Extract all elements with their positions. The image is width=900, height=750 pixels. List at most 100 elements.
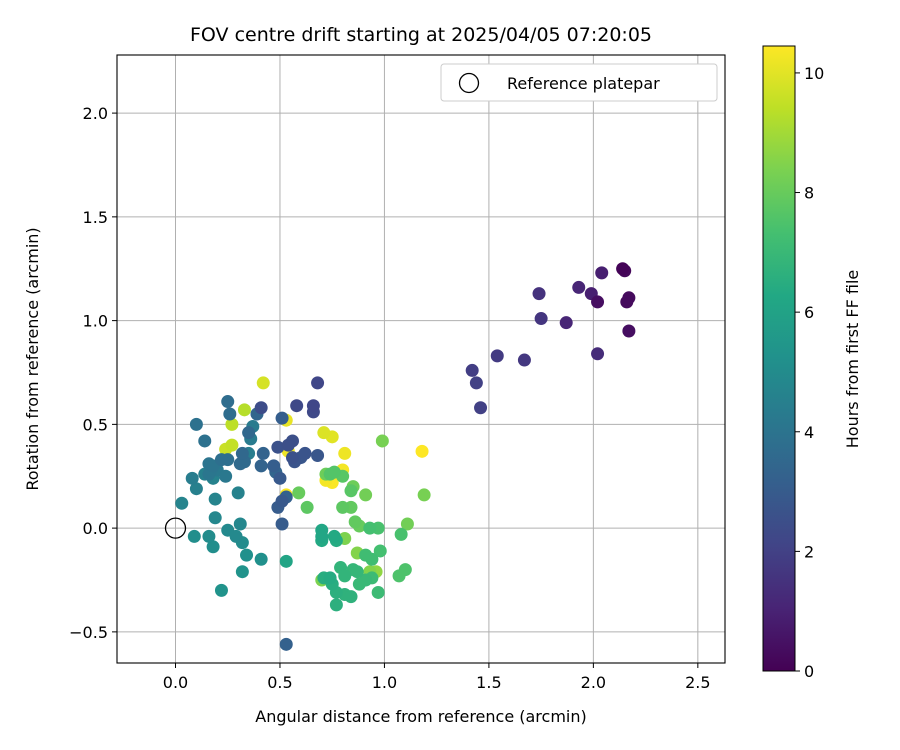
data-point [532,287,546,301]
legend-reference-marker [458,72,480,94]
reference-platepar-marker [164,517,187,539]
data-point [208,492,222,506]
data-point [591,295,605,309]
data-point [256,376,270,390]
data-point [275,517,289,531]
data-point [365,552,379,566]
data-point [290,399,304,413]
data-point [359,488,373,502]
data-point [375,434,389,448]
x-axis-label: Angular distance from reference (arcmin) [255,707,586,726]
data-point [237,403,251,417]
data-point [344,590,358,604]
x-tick-label: 2.5 [685,673,710,692]
colorbar-label: Hours from first FF file [843,270,862,449]
colorbar-gradient [762,45,796,672]
data-point [231,486,245,500]
data-point [595,266,609,280]
reference-marker-layer [164,517,187,539]
data-point [311,448,325,462]
colorbar-tick-label: 2 [804,542,814,561]
data-point [202,529,216,543]
y-axis-label: Rotation from reference (arcmin) [23,227,42,490]
data-point [292,486,306,500]
data-point [279,554,293,568]
data-point [279,637,293,651]
data-point [474,401,488,415]
x-axis-ticks: 0.0 0.5 1.0 1.5 2.0 2.5 [163,663,711,692]
data-point [417,488,431,502]
data-point [281,438,295,452]
data-point [591,347,605,361]
data-point [344,484,358,498]
data-point [336,500,350,514]
legend-entry-label: Reference platepar [507,74,660,93]
data-point [256,446,270,460]
data-point [206,540,220,554]
data-point [223,407,237,421]
data-point [225,438,239,452]
data-point [359,573,373,587]
data-point [338,569,352,583]
data-point [306,399,320,413]
y-tick-label: 2.0 [83,104,108,123]
data-point [620,295,634,309]
y-tick-label: 1.0 [83,312,108,331]
x-tick-label: 1.0 [372,673,397,692]
x-tick-label: 1.5 [476,673,501,692]
legend-box [440,63,718,102]
data-point [327,465,341,479]
data-points [175,262,636,651]
data-point [254,552,268,566]
data-point [298,446,312,460]
data-point [572,280,586,294]
data-point [329,598,343,612]
data-point [311,376,325,390]
x-tick-label: 0.0 [163,673,188,692]
data-point [267,459,281,473]
data-point [229,529,243,543]
data-point [273,471,287,485]
colorbar-tick-label: 10 [804,64,824,83]
data-point [214,583,228,597]
data-point [271,440,285,454]
data-point [242,426,256,440]
data-point [490,349,504,363]
data-point [275,411,289,425]
data-point [187,529,201,543]
data-point [286,451,300,465]
data-point [225,417,239,431]
data-point [214,453,228,467]
data-point [392,569,406,583]
y-tick-label: 0.0 [83,519,108,538]
data-point [240,548,254,562]
y-tick-label: 1.5 [83,208,108,227]
data-point [559,316,573,330]
colorbar: 0 2 4 6 8 10 Hours from first FF file [762,45,862,681]
data-point [371,585,385,599]
data-point [350,565,364,579]
data-point [219,469,233,483]
data-point [323,571,337,585]
chart-title: FOV centre drift starting at 2025/04/05 … [190,24,652,46]
data-point [363,521,377,535]
data-point [616,262,630,276]
data-point [469,376,483,390]
legend: Reference platepar [440,63,718,102]
data-point [534,312,548,326]
data-point [189,482,203,496]
data-point [400,517,414,531]
colorbar-tick-label: 8 [804,184,814,203]
data-point [275,494,289,508]
data-point [517,353,531,367]
data-point [235,446,249,460]
data-point [208,511,222,525]
x-tick-label: 0.5 [267,673,292,692]
y-axis-ticks: −0.5 0.0 0.5 1.0 1.5 2.0 [69,104,117,642]
colorbar-tick-label: 4 [804,423,814,442]
data-point [338,446,352,460]
data-point [233,457,247,471]
grid-lines [117,55,725,663]
data-point [189,417,203,431]
data-point [221,395,235,409]
